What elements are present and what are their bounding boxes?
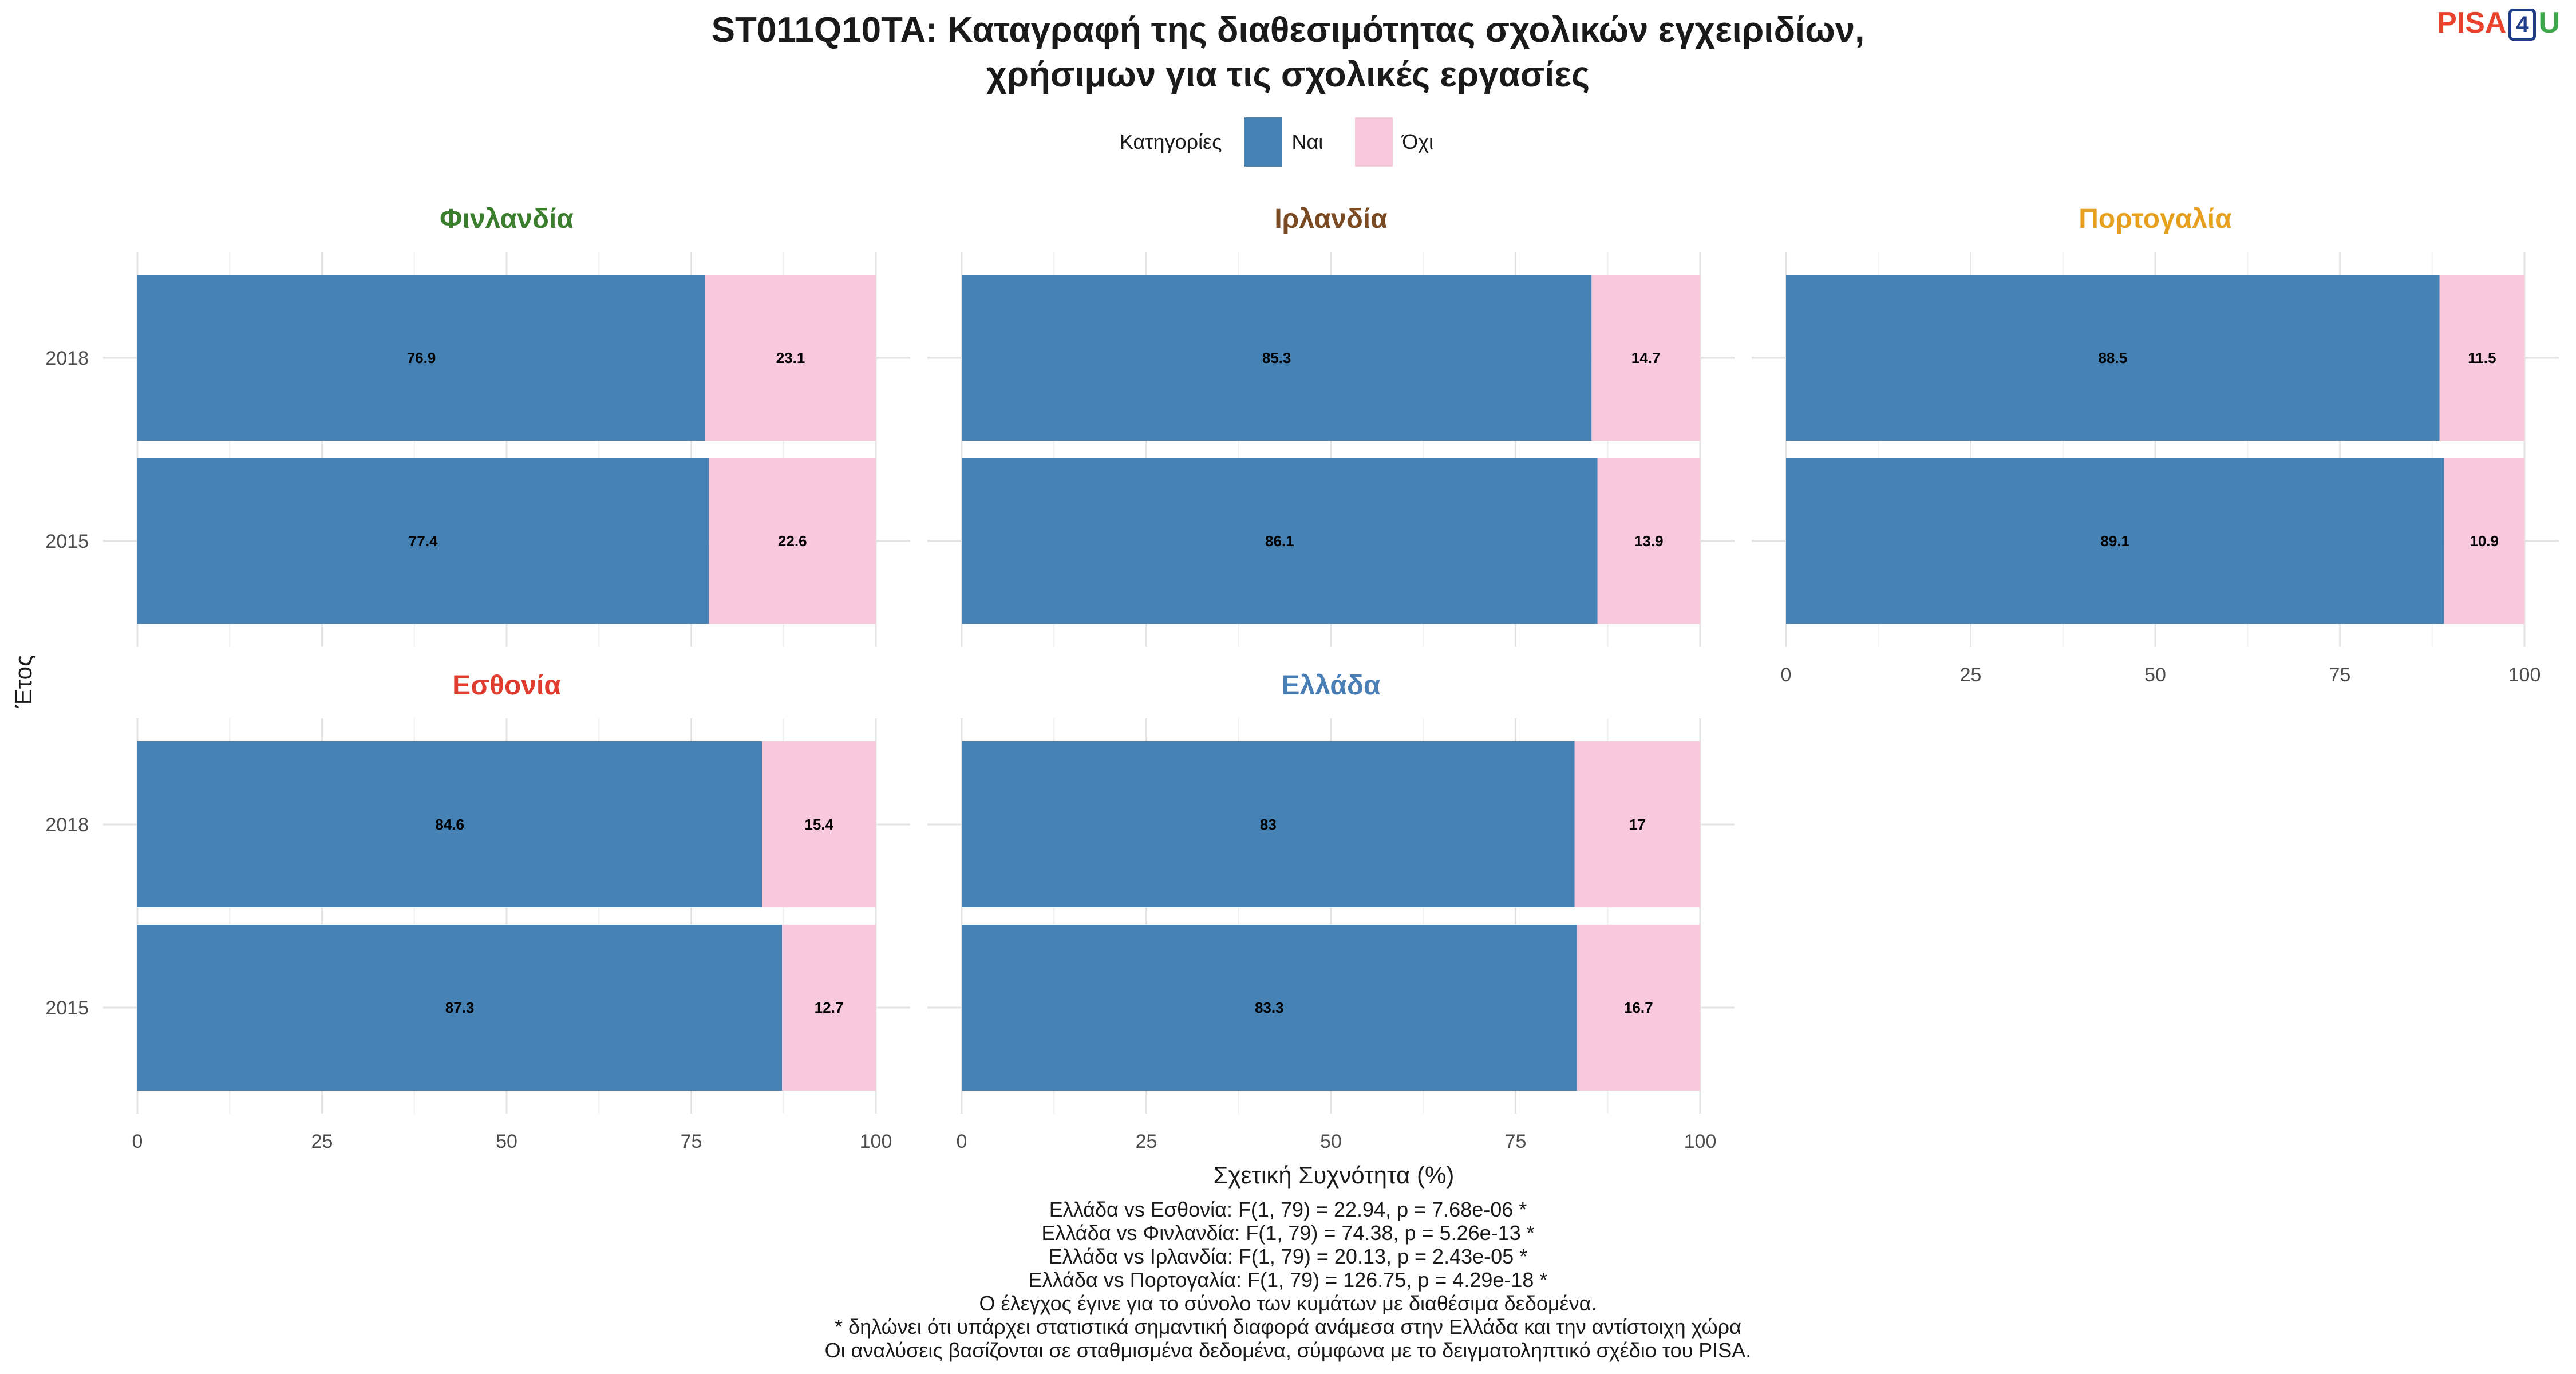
- y-tick-label: 2018: [45, 348, 89, 369]
- data-label: 88.5: [2099, 349, 2128, 366]
- data-label: 83: [1260, 816, 1277, 833]
- bar-no: [1574, 741, 1700, 907]
- legend-title: Κατηγορίες: [1119, 130, 1222, 153]
- x-tick-label: 100: [2508, 664, 2541, 686]
- bar-no: [1577, 925, 1700, 1091]
- legend-label-no: Όχι: [1402, 130, 1434, 153]
- y-tick-label: 2015: [45, 997, 89, 1019]
- bar-no: [705, 275, 876, 441]
- data-label: 77.4: [409, 532, 438, 550]
- title-line-1: ST011Q10TA: Καταγραφή της διαθεσιμότητας…: [711, 10, 1865, 50]
- data-label: 15.4: [804, 816, 833, 833]
- x-tick-label: 0: [1781, 664, 1792, 686]
- data-label: 23.1: [776, 349, 805, 366]
- caption-line: Οι αναλύσεις βασίζονται σε σταθμισμένα δ…: [824, 1339, 1752, 1362]
- data-label: 76.9: [407, 349, 436, 366]
- panel-title: Ιρλανδία: [1274, 204, 1388, 234]
- data-label: 86.1: [1265, 532, 1294, 550]
- bar-no: [782, 925, 876, 1091]
- panel-title: Πορτογαλία: [2079, 204, 2232, 234]
- data-label: 14.7: [1631, 349, 1661, 366]
- x-tick-label: 50: [496, 1131, 517, 1152]
- x-tick-label: 75: [2329, 664, 2351, 686]
- panel-title: Ελλάδα: [1282, 670, 1381, 701]
- x-tick-label: 0: [957, 1131, 967, 1152]
- caption-line: Ελλάδα vs Πορτογαλία: F(1, 79) = 126.75,…: [1028, 1268, 1548, 1292]
- caption-line: Ελλάδα vs Ιρλανδία: F(1, 79) = 20.13, p …: [1048, 1245, 1528, 1268]
- data-label: 85.3: [1262, 349, 1291, 366]
- caption-line: Ελλάδα vs Φινλανδία: F(1, 79) = 74.38, p…: [1041, 1221, 1535, 1245]
- legend-key-no: [1355, 117, 1393, 167]
- panel-title: Φινλανδία: [440, 204, 574, 234]
- x-tick-label: 75: [1505, 1131, 1527, 1152]
- x-tick-label: 25: [1136, 1131, 1157, 1152]
- legend-label-yes: Ναι: [1291, 130, 1323, 153]
- logo-four-text: 4: [2508, 9, 2537, 41]
- legend-key-yes: [1244, 117, 1283, 167]
- bar-no: [2439, 275, 2524, 441]
- x-tick-label: 25: [311, 1131, 333, 1152]
- bar-no: [762, 741, 876, 907]
- logo-pisa-text: PISA: [2437, 6, 2507, 40]
- bar-yes: [962, 925, 1577, 1091]
- bar-no: [1597, 458, 1700, 624]
- caption-line: Ελλάδα vs Εσθονία: F(1, 79) = 22.94, p =…: [1049, 1198, 1527, 1221]
- logo-u-text: U: [2538, 6, 2560, 40]
- data-label: 87.3: [445, 999, 475, 1016]
- x-tick-label: 75: [681, 1131, 702, 1152]
- data-label: 13.9: [1634, 532, 1664, 550]
- x-tick-label: 50: [2144, 664, 2166, 686]
- pisa4u-logo: PISA 4 U: [2437, 6, 2560, 41]
- y-tick-label: 2015: [45, 531, 89, 552]
- x-tick-label: 25: [1960, 664, 1982, 686]
- legend: Κατηγορίες Ναι Όχι: [0, 117, 2576, 167]
- data-label: 22.6: [778, 532, 807, 550]
- x-tick-label: 100: [860, 1131, 892, 1152]
- bar-yes: [1786, 275, 2440, 441]
- data-label: 84.6: [435, 816, 464, 833]
- bar-no: [2444, 458, 2524, 624]
- data-label: 10.9: [2470, 532, 2499, 550]
- data-label: 12.7: [815, 999, 844, 1016]
- bar-yes: [962, 458, 1598, 624]
- x-tick-label: 0: [132, 1131, 143, 1152]
- caption-line: Ο έλεγχος έγινε για το σύνολο των κυμάτω…: [979, 1292, 1597, 1315]
- caption-line: * δηλώνει ότι υπάρχει στατιστικά σημαντι…: [835, 1315, 1741, 1339]
- panel-title: Εσθονία: [452, 670, 561, 701]
- caption: Ελλάδα vs Εσθονία: F(1, 79) = 22.94, p =…: [0, 1198, 2576, 1362]
- x-tick-label: 100: [1684, 1131, 1717, 1152]
- bar-no: [709, 458, 876, 624]
- data-label: 89.1: [2100, 532, 2129, 550]
- data-label: 83.3: [1255, 999, 1284, 1016]
- data-label: 11.5: [2468, 349, 2496, 366]
- bar-yes: [137, 275, 706, 441]
- y-tick-label: 2018: [45, 814, 89, 836]
- bar-yes: [137, 925, 783, 1091]
- bar-no: [1591, 275, 1700, 441]
- bar-yes: [962, 741, 1575, 907]
- bar-yes: [137, 741, 762, 907]
- data-label: 17: [1629, 816, 1646, 833]
- x-axis-title: Σχετική Συχνότητα (%): [1214, 1162, 1455, 1189]
- y-axis-title: Έτος: [10, 655, 37, 709]
- x-tick-label: 50: [1320, 1131, 1342, 1152]
- bar-yes: [1786, 458, 2444, 624]
- bar-yes: [137, 458, 709, 624]
- chart-title: ST011Q10TA: Καταγραφή της διαθεσιμότητας…: [0, 8, 2576, 97]
- data-label: 16.7: [1624, 999, 1653, 1016]
- title-line-2: χρήσιμων για τις σχολικές εργασίες: [986, 55, 1590, 94]
- bar-yes: [962, 275, 1592, 441]
